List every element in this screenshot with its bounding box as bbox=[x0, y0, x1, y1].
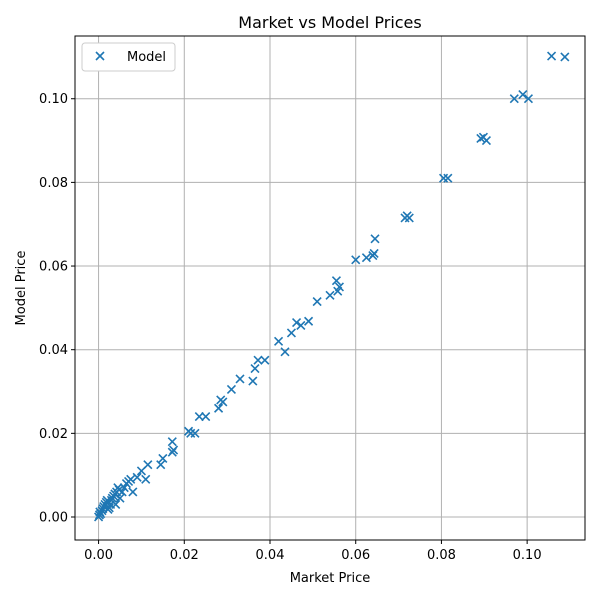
data-point bbox=[369, 248, 379, 259]
y-tick-label: 0.06 bbox=[39, 260, 68, 275]
data-point bbox=[404, 213, 414, 223]
data-point bbox=[274, 336, 284, 346]
data-point bbox=[296, 320, 306, 330]
data-point bbox=[201, 412, 211, 422]
data-point bbox=[547, 51, 557, 61]
data-point bbox=[476, 133, 486, 144]
chart-title: Market vs Model Prices bbox=[238, 13, 421, 32]
data-point bbox=[253, 355, 263, 365]
data-point bbox=[156, 460, 166, 470]
data-point bbox=[226, 384, 236, 394]
y-axis-ticks: 0.00 0.02 0.04 0.06 0.08 0.10 bbox=[39, 92, 75, 525]
x-tick-label: 0.04 bbox=[256, 548, 285, 563]
legend: Model bbox=[81, 42, 176, 72]
data-point bbox=[143, 460, 153, 470]
data-point bbox=[158, 453, 168, 464]
y-axis-label: Model Price bbox=[14, 251, 29, 326]
data-point bbox=[443, 173, 453, 183]
data-point bbox=[132, 472, 142, 482]
data-point bbox=[218, 397, 228, 407]
plot-frame bbox=[74, 35, 586, 541]
data-points bbox=[94, 51, 570, 522]
y-tick-label: 0.02 bbox=[39, 427, 68, 442]
y-tick-label: 0.04 bbox=[39, 343, 68, 358]
data-point bbox=[115, 493, 125, 503]
x-tick-label: 0.08 bbox=[427, 548, 456, 563]
data-point bbox=[126, 474, 136, 484]
data-point bbox=[523, 94, 533, 104]
data-point bbox=[167, 437, 177, 447]
legend-box bbox=[81, 42, 176, 72]
data-point bbox=[312, 297, 322, 307]
x-tick-label: 0.02 bbox=[170, 548, 199, 563]
legend-entry-model: Model bbox=[127, 50, 166, 65]
data-point bbox=[292, 317, 302, 328]
data-point bbox=[141, 474, 151, 484]
x-axis-label: Market Price bbox=[290, 571, 371, 586]
data-point bbox=[351, 255, 361, 265]
legend-marker-icon bbox=[95, 51, 105, 61]
data-point bbox=[250, 363, 260, 374]
data-point bbox=[248, 376, 258, 386]
data-point bbox=[370, 234, 380, 244]
data-point bbox=[286, 328, 296, 338]
x-tick-label: 0.10 bbox=[513, 548, 542, 563]
data-point bbox=[190, 428, 200, 438]
data-point bbox=[325, 290, 335, 300]
data-point bbox=[235, 374, 245, 384]
x-tick-label: 0.00 bbox=[84, 548, 113, 563]
data-point bbox=[361, 253, 371, 263]
data-point bbox=[169, 445, 179, 455]
data-point bbox=[214, 403, 224, 413]
data-point bbox=[481, 135, 491, 146]
data-point bbox=[509, 94, 519, 104]
data-point bbox=[334, 282, 344, 292]
data-point bbox=[304, 316, 314, 326]
data-point bbox=[260, 355, 270, 365]
data-point bbox=[331, 276, 341, 286]
y-tick-label: 0.10 bbox=[39, 92, 68, 107]
y-tick-label: 0.08 bbox=[39, 176, 68, 191]
data-point bbox=[128, 487, 138, 497]
grid-lines bbox=[75, 36, 585, 540]
y-tick-label: 0.00 bbox=[39, 510, 68, 525]
data-point bbox=[280, 347, 290, 357]
x-tick-label: 0.06 bbox=[341, 548, 370, 563]
data-point bbox=[111, 499, 121, 510]
x-axis-ticks: 0.00 0.02 0.04 0.06 0.08 0.10 bbox=[84, 540, 542, 563]
data-point bbox=[560, 52, 570, 62]
data-point bbox=[518, 89, 528, 100]
